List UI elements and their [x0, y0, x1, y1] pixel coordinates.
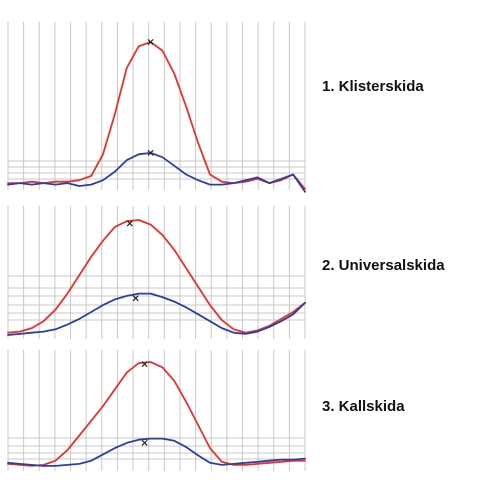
series-line-blue	[7, 437, 306, 467]
series-line-blue	[7, 151, 306, 193]
series-line-blue	[7, 292, 306, 336]
peak-marker	[141, 361, 148, 368]
chart-title-klisterskida: 1. Klisterskida	[322, 78, 424, 95]
chart-title-kallskida: 3. Kallskida	[322, 398, 405, 415]
peak-marker	[126, 220, 133, 227]
series-line-red	[7, 361, 306, 467]
peak-marker	[132, 295, 139, 302]
peak-marker	[141, 439, 148, 446]
series-line-red	[7, 41, 306, 190]
peak-marker	[147, 38, 154, 46]
series-line-red	[7, 219, 306, 334]
peak-marker	[147, 149, 154, 156]
chart-title-universalskida: 2. Universalskida	[322, 257, 445, 274]
